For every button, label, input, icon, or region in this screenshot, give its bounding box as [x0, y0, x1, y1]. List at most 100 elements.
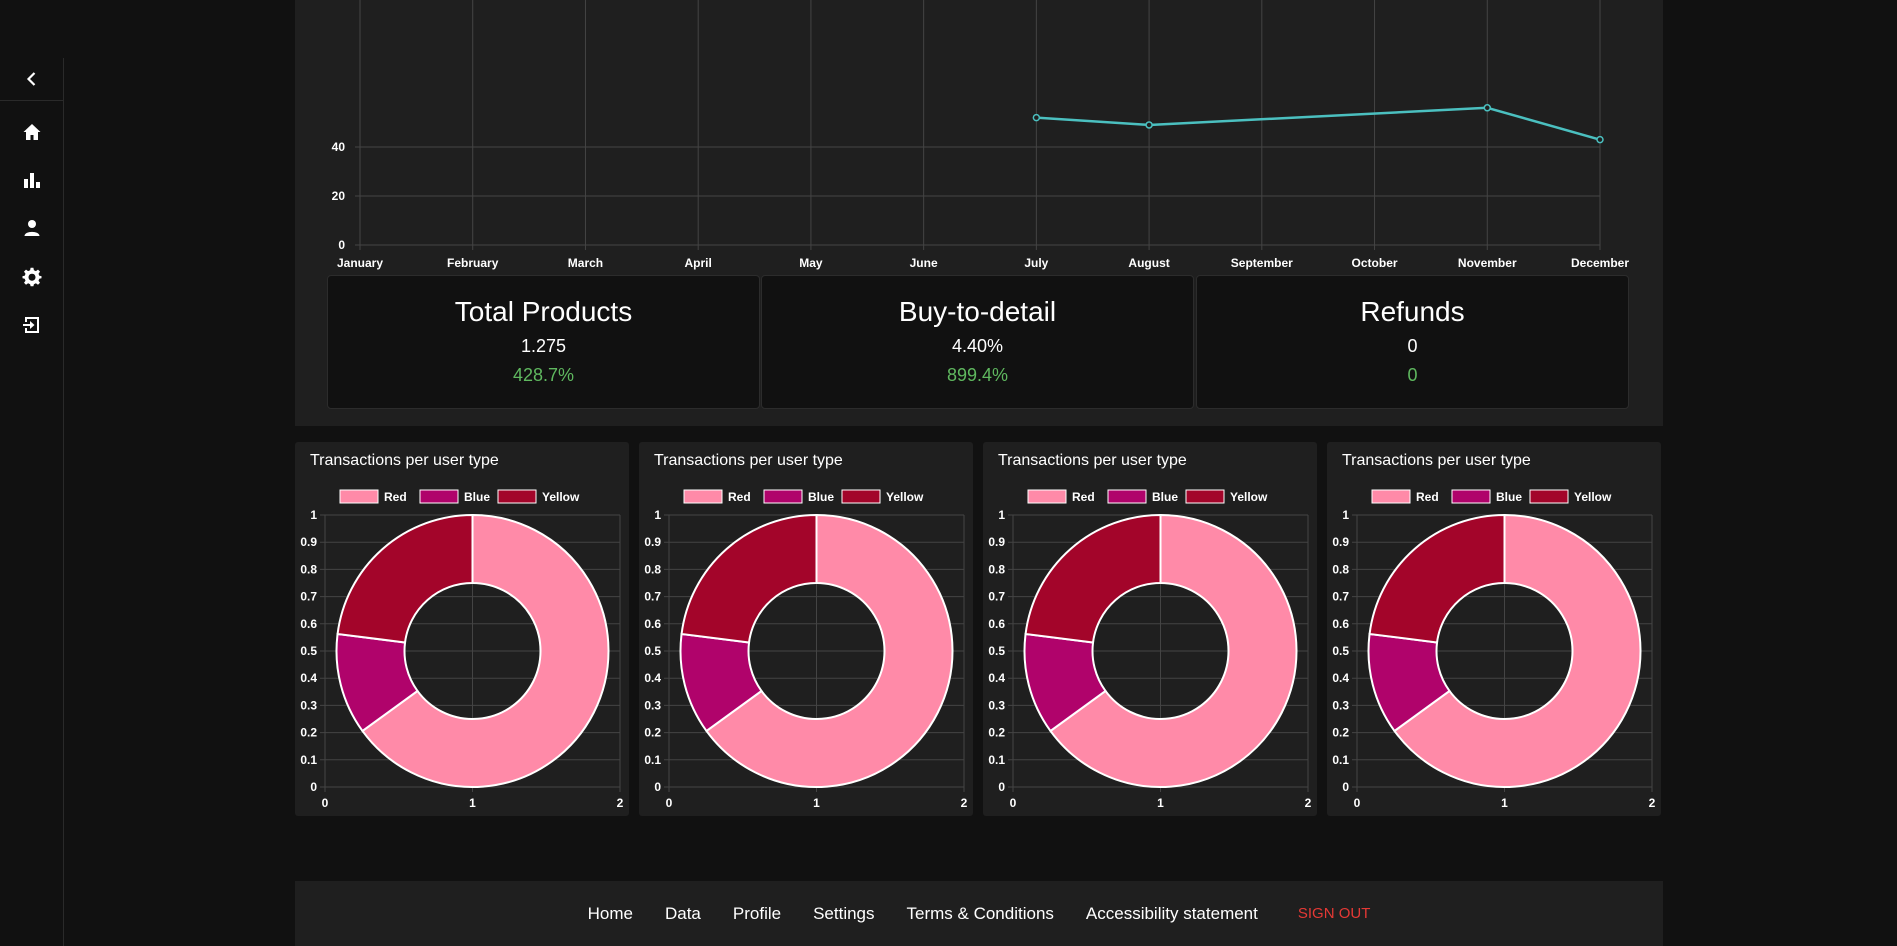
y-tick-label: 0.3: [300, 698, 317, 712]
stat-value: 4.40%: [951, 336, 1004, 356]
y-tick-label: 0: [1342, 780, 1349, 794]
legend-swatch: [1371, 489, 1411, 504]
sidebar-item-settings[interactable]: [16, 261, 48, 293]
gear-icon: [22, 267, 42, 287]
stat-title: Buy-to-detail: [898, 296, 1057, 327]
sidebar-item-profile[interactable]: [16, 212, 48, 244]
y-tick-label: 40: [332, 140, 346, 154]
footer-link-data[interactable]: Data: [664, 903, 701, 923]
x-tick-label: March: [568, 256, 603, 270]
legend-swatch: [1185, 489, 1225, 504]
y-tick-label: 0.7: [988, 590, 1005, 604]
y-tick-label: 0.2: [1332, 726, 1349, 740]
y-tick-label: 0.8: [988, 562, 1005, 576]
legend-swatch: [419, 489, 459, 504]
chevron-left-icon: [26, 72, 36, 86]
x-tick-label: June: [910, 256, 938, 270]
x-tick-label: October: [1352, 256, 1398, 270]
donut-chart: Red Blue Yellow 0 0.1 0.2 0.3 0.4 0.5 0.6 0.7 0.8 0.…: [1332, 489, 1656, 810]
x-tick-label: May: [799, 256, 823, 270]
x-tick-label: January: [337, 256, 383, 270]
legend-swatch: [1529, 489, 1569, 504]
y-tick-label: 0.5: [644, 644, 661, 658]
donut-slice: [336, 513, 474, 644]
y-tick-label: 0.4: [644, 671, 661, 685]
home-icon: [23, 124, 41, 140]
donut-card: Transactions per user type Red Blue Yellow…: [295, 442, 629, 816]
legend-label: Red: [1416, 490, 1439, 504]
y-tick-label: 0.3: [1332, 698, 1349, 712]
monthly-line-chart: January February March April May June July Augu…: [332, 0, 1629, 270]
legend-label: Blue: [464, 490, 490, 504]
y-tick-label: 0.6: [1332, 617, 1349, 631]
sidebar-item-home[interactable]: [16, 116, 48, 148]
legend-label: Red: [728, 490, 751, 504]
x-tick-label: 0: [666, 796, 673, 810]
bar-chart-icon: [24, 173, 40, 188]
y-tick-label: 0.7: [1332, 590, 1349, 604]
x-tick-label: April: [685, 256, 712, 270]
card-title: Transactions per user type: [654, 452, 843, 469]
donut-card: Transactions per user type Red Blue Yellow…: [1327, 442, 1661, 816]
overview-panel: January February March April May June July Augu…: [295, 0, 1663, 426]
footer-link-accessibility[interactable]: Accessibility statement: [1085, 903, 1258, 923]
y-tick-label: 0.5: [300, 644, 317, 658]
y-tick-label: 0.4: [300, 671, 317, 685]
sign-out-icon: [23, 317, 39, 333]
card-title: Transactions per user type: [1342, 452, 1531, 469]
x-tick-label: 2: [1305, 796, 1312, 810]
sidebar: [0, 0, 64, 946]
x-tick-label: 2: [1649, 796, 1656, 810]
stat-change: 899.4%: [946, 365, 1009, 385]
sidebar-item-data[interactable]: [16, 164, 48, 196]
donut-chart: Red Blue Yellow 0 0.1 0.2 0.3 0.4 0.5 0.6 0.7 0.8 0.…: [644, 489, 968, 810]
user-icon: [24, 220, 40, 236]
card-title: Transactions per user type: [998, 452, 1187, 469]
y-tick-label: 0.5: [1332, 644, 1349, 658]
stat-change: 428.7%: [512, 365, 575, 385]
donut-slice: [1049, 513, 1298, 788]
y-tick-label: 1: [310, 508, 317, 522]
x-tick-label: February: [447, 256, 499, 270]
y-tick-label: 1: [998, 508, 1005, 522]
y-tick-label: 0: [310, 780, 317, 794]
x-tick-label: September: [1231, 256, 1293, 270]
donut-slice: [1393, 513, 1642, 788]
legend-swatch: [497, 489, 537, 504]
legend-swatch: [683, 489, 723, 504]
line-segment: [1149, 106, 1488, 127]
legend-swatch: [1451, 489, 1491, 504]
legend-label: Yellow: [886, 490, 924, 504]
y-tick-label: 0.2: [300, 726, 317, 740]
donut-slice: [1024, 513, 1162, 644]
y-tick-label: 0.2: [988, 726, 1005, 740]
y-tick-label: 0.8: [300, 562, 317, 576]
footer-sign-out-button[interactable]: SIGN OUT: [1297, 905, 1371, 922]
legend-label: Red: [384, 490, 407, 504]
y-tick-label: 1: [654, 508, 661, 522]
y-tick-label: 0.5: [988, 644, 1005, 658]
footer-link-terms[interactable]: Terms & Conditions: [906, 903, 1054, 923]
y-tick-label: 0.4: [1332, 671, 1349, 685]
footer-link-profile[interactable]: Profile: [732, 903, 782, 923]
footer-link-home[interactable]: Home: [587, 903, 633, 923]
y-tick-label: 0.6: [644, 617, 661, 631]
stat-title: Total Products: [454, 296, 633, 327]
sidebar-collapse-button[interactable]: [16, 63, 48, 95]
x-tick-label: 0: [1354, 796, 1361, 810]
y-tick-label: 0: [654, 780, 661, 794]
stat-card-refunds: Refunds 0 0: [1196, 275, 1629, 409]
line-point: [1596, 135, 1604, 144]
footer-link-settings[interactable]: Settings: [813, 903, 875, 923]
y-tick-label: 0.1: [988, 753, 1005, 767]
y-tick-label: 20: [332, 189, 346, 203]
stat-card-total-products: Total Products 1.275 428.7%: [327, 275, 760, 409]
sidebar-item-sign-out[interactable]: [16, 309, 48, 341]
stat-title: Refunds: [1360, 296, 1465, 327]
line-point: [1032, 113, 1041, 122]
stat-value: 0: [1407, 336, 1418, 356]
donut-card: Transactions per user type Red Blue Yellow…: [639, 442, 973, 816]
y-tick-label: 0.1: [1332, 753, 1349, 767]
legend-swatch: [339, 489, 379, 504]
sidebar-divider: [63, 58, 64, 946]
